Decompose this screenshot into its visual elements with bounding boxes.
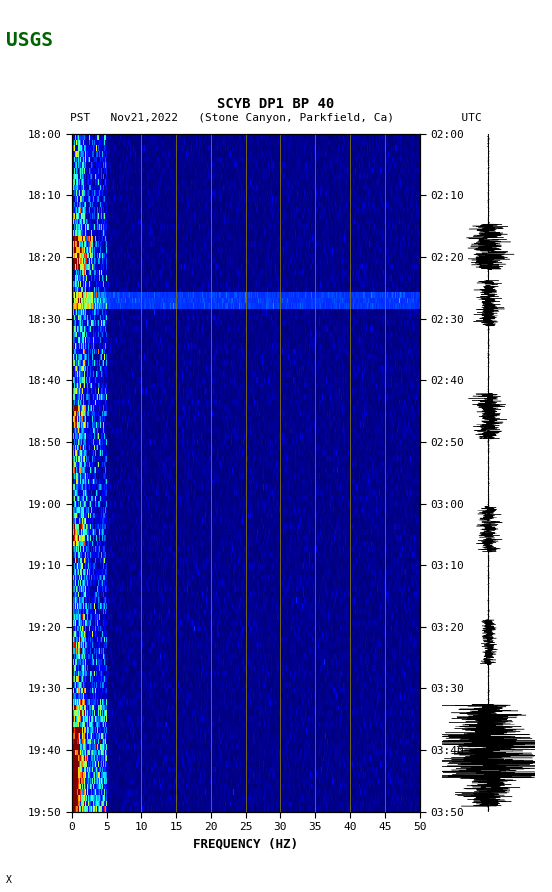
Text: PST   Nov21,2022   (Stone Canyon, Parkfield, Ca)          UTC: PST Nov21,2022 (Stone Canyon, Parkfield,…	[70, 113, 482, 123]
Text: SCYB DP1 BP 40: SCYB DP1 BP 40	[217, 97, 335, 112]
X-axis label: FREQUENCY (HZ): FREQUENCY (HZ)	[193, 838, 298, 851]
Text: X: X	[6, 875, 12, 885]
Text: USGS: USGS	[6, 31, 52, 50]
